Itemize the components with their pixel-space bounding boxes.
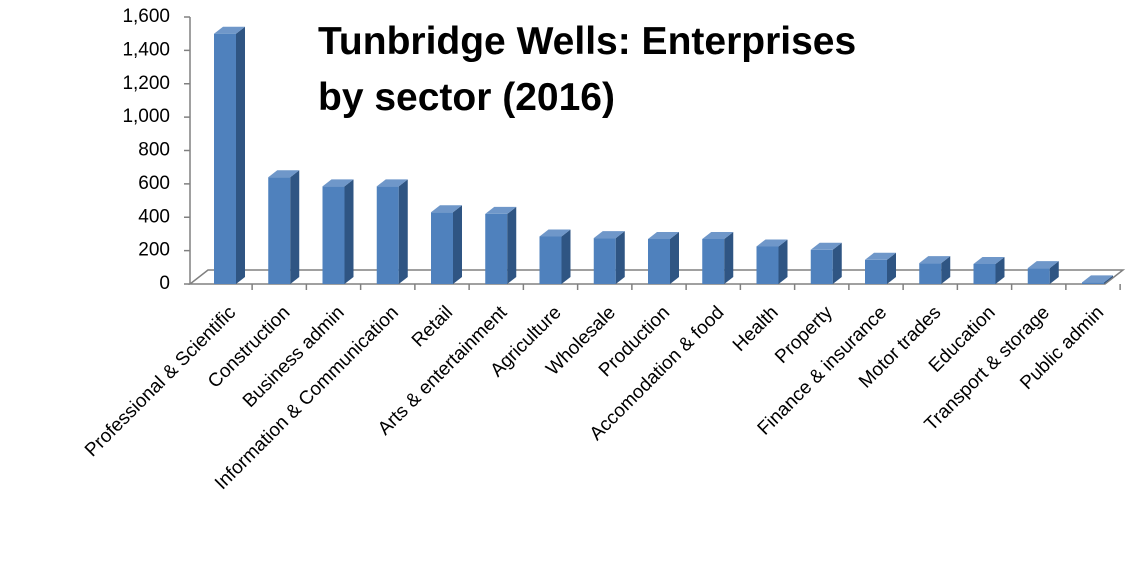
bar-side <box>236 26 245 284</box>
bar <box>593 231 625 284</box>
bar <box>973 256 1005 284</box>
bar-front <box>539 236 562 284</box>
y-tick-label: 600 <box>138 173 170 194</box>
bar <box>214 26 245 284</box>
bar-top <box>214 26 245 34</box>
bar-side <box>778 239 788 284</box>
bar-side <box>398 179 408 284</box>
bar <box>431 205 462 284</box>
bar-front <box>1027 268 1050 284</box>
bar <box>485 206 517 284</box>
bar-top <box>1027 261 1059 269</box>
bar-front <box>810 249 833 284</box>
bar-top <box>648 231 679 239</box>
bar-side <box>724 231 734 284</box>
bar <box>268 170 300 284</box>
bar-front <box>485 213 508 284</box>
bar-side <box>670 231 679 284</box>
bar-side <box>1049 261 1059 284</box>
bar-top <box>919 256 951 264</box>
y-tick-label: 1,200 <box>122 73 170 94</box>
bar-front <box>865 259 887 284</box>
bar-top <box>810 242 842 250</box>
bar-front <box>593 238 616 284</box>
bar <box>1027 261 1059 284</box>
y-tick-label: 1,400 <box>122 39 170 60</box>
y-tick-label: 1,600 <box>122 6 170 27</box>
bar <box>919 256 951 284</box>
bar-side <box>290 170 300 284</box>
bar-side <box>453 205 462 284</box>
bar-side <box>615 231 625 284</box>
bar-top <box>973 256 1005 264</box>
bar <box>322 179 354 284</box>
bar-top <box>702 231 734 239</box>
bar <box>702 231 734 284</box>
bar <box>539 229 571 284</box>
bar <box>1082 275 1113 284</box>
x-tick-label: Health <box>729 302 783 356</box>
y-tick-label: 400 <box>138 206 170 227</box>
y-tick-label: 1,000 <box>122 106 170 127</box>
bar-front <box>376 186 399 284</box>
bar <box>376 179 408 284</box>
bar-front <box>702 238 725 284</box>
bar-top <box>322 179 354 187</box>
y-tick-label: 200 <box>138 240 170 261</box>
x-tick-label: Retail <box>408 302 457 351</box>
bar-side <box>832 242 842 284</box>
bar <box>810 242 842 284</box>
bar <box>756 239 788 284</box>
bar-side <box>561 229 571 284</box>
bar-side <box>887 252 896 284</box>
bar-front <box>919 263 942 284</box>
bar-front <box>648 238 670 284</box>
bar-top <box>376 179 408 187</box>
bar-side <box>344 179 354 284</box>
y-tick-label: 0 <box>159 273 170 294</box>
bar-side <box>941 256 951 284</box>
bar-top <box>268 170 300 178</box>
bar-front <box>973 263 996 284</box>
bar-side <box>507 206 517 284</box>
bar <box>648 231 679 284</box>
bar-side <box>1104 275 1113 284</box>
chart-title: Tunbridge Wells: Enterprises by sector (… <box>318 20 857 119</box>
y-tick-label: 800 <box>138 140 170 161</box>
bar-front <box>214 33 236 284</box>
bar-top <box>1082 275 1113 283</box>
bar-top <box>431 205 462 213</box>
bar-top <box>865 252 896 260</box>
bar-side <box>995 256 1005 284</box>
bar-front <box>756 246 779 284</box>
bar-front <box>1082 282 1104 284</box>
bar-top <box>539 229 571 237</box>
bar-front <box>268 177 291 284</box>
bar-top <box>756 239 788 247</box>
bar <box>865 252 896 284</box>
bar-top <box>485 206 517 214</box>
bar-top <box>593 231 625 239</box>
bar-front <box>431 212 453 284</box>
bar-front <box>322 186 345 284</box>
